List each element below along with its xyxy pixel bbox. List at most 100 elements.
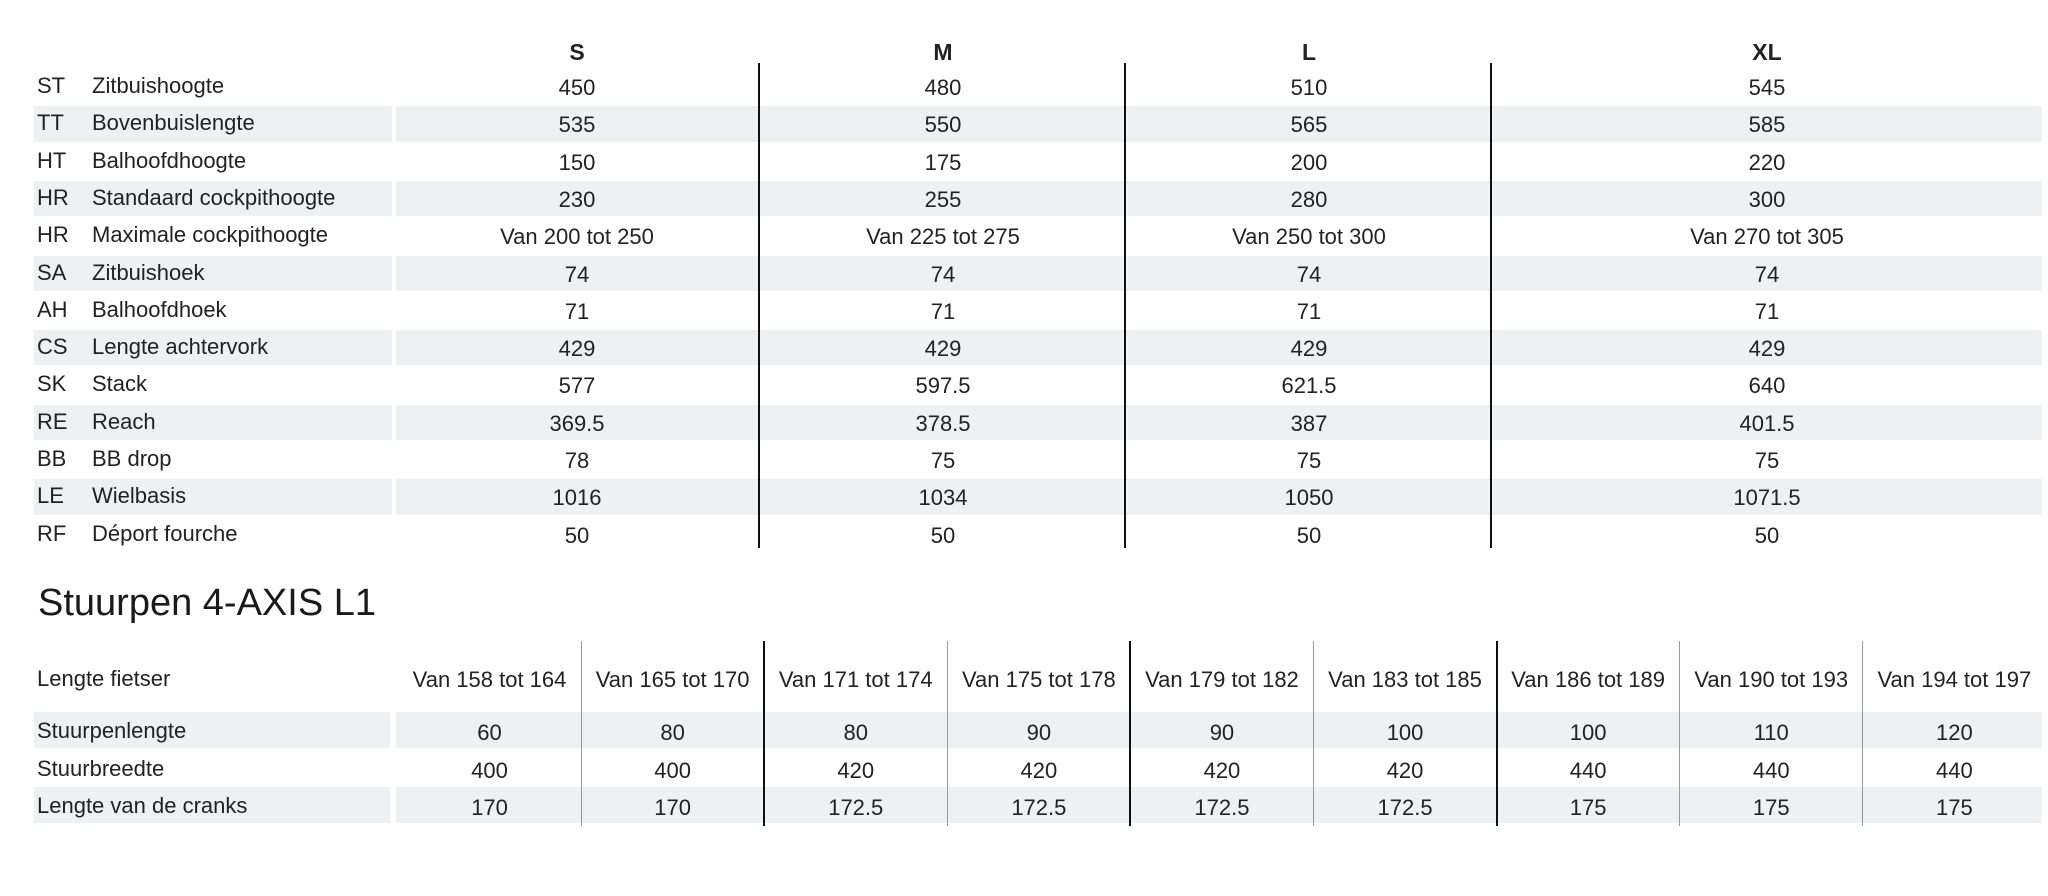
stem-header-label: Lengte fietser <box>37 666 171 691</box>
height-range-header: Van 171 tot 174 <box>778 667 933 692</box>
cell-value: 90 <box>1026 720 1052 745</box>
row-stripe <box>34 787 390 823</box>
cell-value: 585 <box>1748 112 1786 138</box>
column-divider <box>1313 641 1314 826</box>
column-divider <box>1495 641 1498 826</box>
cell-value: 429 <box>1290 336 1328 362</box>
cell-value: 80 <box>660 720 685 745</box>
cell-value: 550 <box>924 112 962 138</box>
height-range-header: Van 183 tot 185 <box>1328 667 1482 692</box>
cell-value: 1050 <box>1284 485 1334 511</box>
row-stripe <box>34 330 392 366</box>
row-code: CS <box>37 334 68 360</box>
cell-value: 172.5 <box>1011 795 1067 820</box>
cell-value: 1034 <box>918 485 968 511</box>
column-divider <box>763 641 766 826</box>
cell-value: 220 <box>1748 149 1786 175</box>
row-code: ST <box>37 73 66 98</box>
cell-value: 175 <box>924 149 962 175</box>
cell-value: 60 <box>477 720 502 745</box>
height-range-header: Van 190 tot 193 <box>1694 667 1849 692</box>
cell-value: 230 <box>558 186 596 212</box>
cell-value: 90 <box>1209 720 1235 745</box>
row-stripe <box>396 106 2042 142</box>
cell-value: 378.5 <box>915 410 971 436</box>
cell-value: 172.5 <box>1194 795 1250 820</box>
height-range-header: Van 179 tot 182 <box>1145 667 1299 692</box>
cell-value: 255 <box>924 186 962 212</box>
column-divider <box>758 63 760 548</box>
row-stripe <box>34 404 392 440</box>
row-code: TT <box>37 110 64 136</box>
cell-value: 420 <box>1386 758 1424 783</box>
cell-value: 74 <box>1754 261 1780 287</box>
cell-value: 429 <box>1748 336 1786 362</box>
cell-value: 200 <box>1290 149 1328 175</box>
cell-value: 75 <box>1296 448 1322 473</box>
cell-value: 420 <box>1203 758 1241 783</box>
row-stripe <box>396 787 2042 823</box>
size-header-xl: XL <box>1752 39 1782 65</box>
row-code: HR <box>37 184 69 210</box>
row-stripe <box>396 712 2042 748</box>
row-stripe <box>396 180 2042 217</box>
row-code: SK <box>37 371 67 397</box>
cell-value: 50 <box>1296 522 1322 548</box>
cell-value: 100 <box>1569 720 1607 745</box>
cell-value: 175 <box>1569 795 1607 820</box>
cell-value: 71 <box>564 298 590 324</box>
column-divider <box>1124 63 1126 548</box>
height-range-header: Van 158 tot 164 <box>412 667 567 692</box>
row-stripe <box>34 255 392 291</box>
cell-value: 387 <box>1290 410 1328 436</box>
cell-value: 78 <box>564 448 590 473</box>
row-stripe <box>34 712 390 748</box>
row-code: RF <box>37 520 67 546</box>
row-stripe <box>396 330 2042 366</box>
cell-value: 565 <box>1290 112 1328 138</box>
column-divider <box>1490 63 1492 548</box>
cell-value: 440 <box>1752 758 1790 783</box>
cell-value: 1016 <box>552 485 602 511</box>
cell-value: 74 <box>930 261 956 287</box>
cell-value: Van 250 tot 300 <box>1232 224 1386 250</box>
cell-value: 621.5 <box>1281 373 1337 399</box>
cell-value: 440 <box>1935 758 1973 783</box>
cell-value: 175 <box>1752 795 1790 820</box>
cell-value: 74 <box>564 261 590 287</box>
cell-value: 535 <box>558 112 596 138</box>
cell-value: 110 <box>1753 720 1789 745</box>
cell-value: 175 <box>1935 795 1973 820</box>
stem-section-title: Stuurpen 4-AXIS L1 <box>38 582 376 624</box>
cell-value: 100 <box>1386 720 1424 745</box>
row-label: Reach <box>92 408 156 434</box>
cell-value: 429 <box>558 336 596 362</box>
cell-value: 71 <box>1296 298 1322 324</box>
column-divider <box>946 641 948 826</box>
row-code: HR <box>37 222 69 248</box>
row-code: AH <box>37 296 68 322</box>
row-stripe <box>396 404 2042 440</box>
row-label: Bovenbuislengte <box>92 110 255 136</box>
cell-value: 545 <box>1748 75 1786 100</box>
cell-value: 480 <box>924 75 962 100</box>
row-label: Standaard cockpithoogte <box>92 184 336 210</box>
cell-value: Van 270 tot 305 <box>1690 224 1844 250</box>
height-range-header: Van 194 tot 197 <box>1877 667 2032 692</box>
cell-value: 300 <box>1748 186 1786 212</box>
cell-value: 75 <box>1754 448 1780 473</box>
row-stripe <box>34 180 392 217</box>
cell-value: 280 <box>1290 186 1328 212</box>
row-stripe <box>34 479 392 515</box>
height-range-header: Van 186 tot 189 <box>1511 667 1665 692</box>
row-label: Balhoofdhoogte <box>92 147 247 173</box>
row-label: Zitbuishoek <box>92 259 205 285</box>
row-label: Stuurpenlengte <box>37 718 187 743</box>
row-label: Balhoofdhoek <box>92 296 227 322</box>
row-code: BB <box>37 446 67 471</box>
size-header-s: S <box>569 39 585 65</box>
row-label: Maximale cockpithoogte <box>92 222 329 248</box>
cell-value: Van 225 tot 275 <box>866 224 1020 250</box>
cell-value: 170 <box>654 795 691 820</box>
cell-value: 74 <box>1296 261 1322 287</box>
